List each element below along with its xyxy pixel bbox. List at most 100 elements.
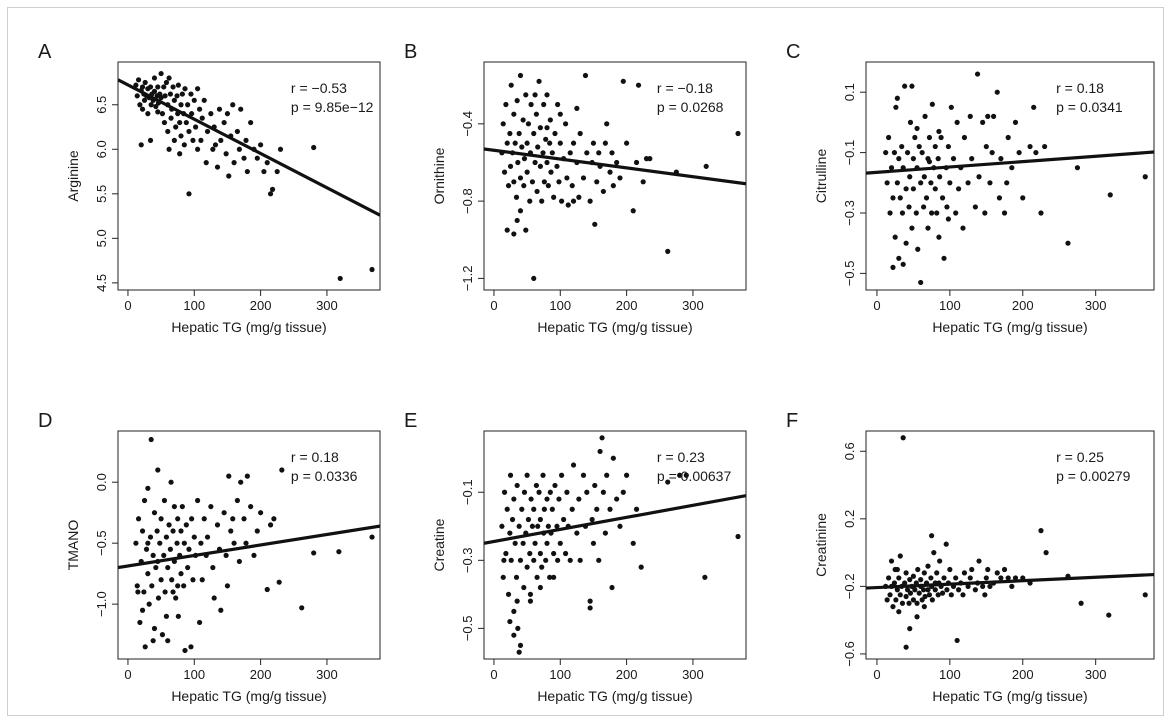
data-point: [150, 97, 156, 103]
data-point: [614, 159, 620, 166]
data-point: [523, 530, 529, 536]
data-point: [226, 473, 232, 479]
data-point: [524, 472, 530, 478]
data-point: [499, 150, 505, 156]
data-point: [155, 467, 161, 473]
data-point: [985, 113, 991, 119]
data-point: [527, 598, 534, 604]
data-point: [903, 570, 909, 576]
marks-group: [484, 435, 746, 655]
x-tick-label: 200: [250, 667, 272, 682]
data-point: [903, 644, 909, 650]
data-point: [633, 159, 640, 166]
panel-e: E 0 100 200 300 Hepatic TG (mg/g tissue) −0.5 −…: [404, 410, 747, 704]
data-point: [234, 128, 240, 135]
data-point: [527, 550, 533, 557]
data-point: [702, 574, 708, 580]
data-point: [519, 144, 525, 150]
y-axis-title: Creatinine: [813, 513, 829, 577]
data-point: [511, 632, 517, 638]
data-point: [548, 530, 554, 536]
y-tick-label: −0.3: [460, 547, 475, 573]
data-point: [218, 607, 224, 613]
data-point: [539, 198, 545, 204]
data-point: [537, 163, 543, 169]
data-point: [540, 472, 546, 478]
data-point: [500, 121, 506, 127]
data-point: [916, 590, 922, 596]
data-point: [1016, 149, 1022, 156]
data-point: [547, 117, 553, 123]
data-point: [175, 111, 181, 117]
data-point: [937, 558, 943, 564]
data-point: [912, 134, 918, 141]
y-tick-label: 0.6: [842, 442, 857, 460]
data-point: [673, 169, 679, 175]
data-point: [941, 255, 947, 261]
data-point: [198, 137, 204, 143]
data-point: [890, 264, 896, 270]
data-point: [982, 592, 988, 598]
data-point: [311, 144, 317, 151]
data-point: [514, 217, 520, 224]
data-point: [170, 84, 176, 90]
x-tick-label: 100: [549, 298, 571, 313]
data-point: [945, 580, 951, 586]
data-point: [545, 523, 551, 529]
data-point: [531, 506, 537, 512]
data-point: [204, 534, 211, 540]
data-point: [600, 489, 606, 495]
data-point: [174, 93, 180, 99]
data-point: [166, 75, 172, 81]
data-point: [146, 95, 152, 101]
data-point: [647, 156, 653, 162]
data-point: [590, 140, 597, 146]
data-point: [175, 82, 181, 88]
data-point: [921, 204, 927, 210]
data-point: [916, 143, 922, 150]
panel-f: F 0 100 200 300 Hepatic TG (mg/g tissue) −0.6 −…: [786, 410, 1155, 704]
data-point: [915, 566, 921, 573]
data-point: [937, 174, 943, 180]
data-point: [507, 130, 513, 137]
data-point: [155, 595, 162, 601]
data-point: [996, 195, 1003, 201]
data-point: [1142, 592, 1148, 598]
data-point: [899, 143, 905, 150]
data-point: [186, 191, 192, 197]
data-point: [231, 160, 237, 166]
data-point: [934, 210, 940, 216]
data-point: [158, 516, 164, 522]
data-point: [549, 150, 555, 156]
data-point: [254, 528, 260, 534]
data-point: [251, 146, 257, 152]
data-point: [604, 472, 610, 478]
data-point: [173, 124, 179, 130]
data-point: [582, 523, 589, 529]
data-point: [276, 579, 282, 585]
data-point: [514, 598, 520, 604]
data-point: [1078, 600, 1084, 606]
data-point: [508, 557, 514, 563]
data-point: [537, 584, 543, 591]
data-point: [989, 149, 995, 156]
data-point: [903, 186, 909, 192]
data-point: [201, 97, 207, 103]
data-point: [592, 221, 598, 227]
data-point: [897, 592, 903, 598]
data-point: [935, 592, 941, 598]
data-point: [508, 82, 514, 88]
data-point: [1042, 143, 1048, 150]
data-point: [556, 179, 562, 185]
data-point: [186, 128, 192, 135]
data-point: [943, 541, 949, 547]
data-point: [584, 489, 590, 495]
data-point: [194, 86, 201, 92]
data-point: [148, 102, 154, 108]
data-point: [171, 503, 177, 510]
data-point: [505, 183, 512, 189]
data-point: [1043, 550, 1049, 556]
data-point: [617, 523, 623, 529]
data-point: [1004, 180, 1010, 186]
data-point: [943, 165, 949, 171]
